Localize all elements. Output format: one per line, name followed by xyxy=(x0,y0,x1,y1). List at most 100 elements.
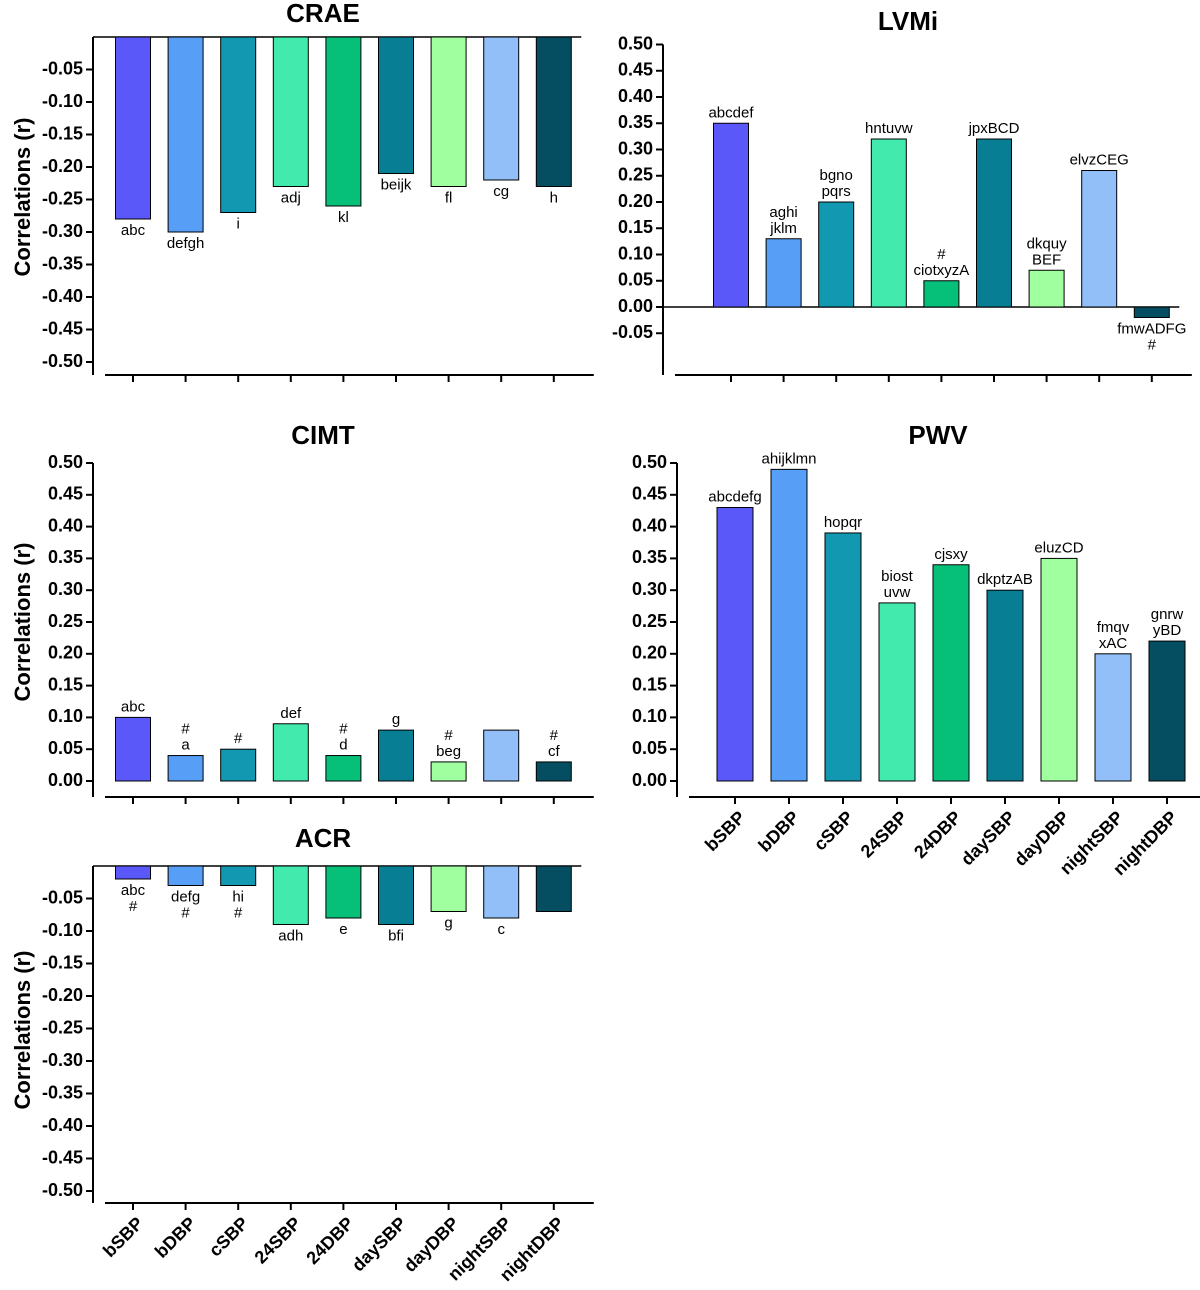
y-tick-label: -0.45 xyxy=(42,318,83,338)
y-tick-label: 0.05 xyxy=(48,738,83,758)
y-tick-label: 0.40 xyxy=(618,86,653,106)
bar-annotation: # xyxy=(234,730,243,747)
y-tick-label: 0.35 xyxy=(48,547,83,567)
bar-annotation: # xyxy=(181,721,190,738)
y-tick-label: 0.40 xyxy=(632,515,667,535)
y-tick-label: 0.35 xyxy=(632,547,667,567)
bar-24SBP xyxy=(870,138,907,308)
bar-annotation: dkptzAB xyxy=(977,571,1033,588)
category-label: bSBP xyxy=(99,1213,147,1261)
bar-annotation: xAC xyxy=(1099,635,1128,652)
bar-annotation: bgno xyxy=(820,167,853,184)
bar-dayDBP xyxy=(1040,557,1078,782)
bar-annotation: i xyxy=(237,216,240,233)
bar-annotation: # xyxy=(444,727,453,744)
bar-annotation: fl xyxy=(445,190,453,207)
bar-24DBP xyxy=(325,865,362,919)
bar-annotation: abcdefg xyxy=(708,489,761,506)
bar-annotation: defgh xyxy=(167,235,205,252)
bar-dayDBP xyxy=(430,761,467,782)
y-tick-label: -0.10 xyxy=(42,91,83,111)
bar-annotation: abc xyxy=(121,882,146,899)
y-tick-label: -0.10 xyxy=(42,920,83,940)
category-label: bDBP xyxy=(151,1213,200,1262)
y-tick-label: 0.25 xyxy=(618,165,653,185)
bar-annotation: abc xyxy=(121,222,146,239)
bar-annotation: uvw xyxy=(884,584,911,601)
bar-dayDBP xyxy=(430,36,467,187)
bar-bSBP xyxy=(115,36,151,220)
bar-24DBP xyxy=(923,280,960,308)
bar-nightDBP xyxy=(1148,640,1186,782)
bar-annotation: fmqv xyxy=(1097,619,1130,636)
bar-bDBP xyxy=(167,865,204,886)
y-tick-label: 0.15 xyxy=(48,674,83,694)
bar-bDBP xyxy=(167,36,204,233)
category-label: 24SBP xyxy=(857,807,911,861)
y-tick-label: 0.45 xyxy=(618,60,653,80)
y-tick-label: -0.50 xyxy=(42,351,83,371)
y-tick-label: -0.30 xyxy=(42,221,83,241)
y-tick-label: 0.50 xyxy=(632,452,667,472)
y-tick-label: 0.05 xyxy=(618,270,653,290)
bar-daySBP xyxy=(378,36,414,174)
bar-annotation: # xyxy=(339,721,348,738)
bar-annotation: def xyxy=(280,705,302,722)
bar-cSBP xyxy=(824,532,862,782)
y-axis-label: Correlations (r) xyxy=(10,543,35,702)
bar-annotation: # xyxy=(937,246,946,263)
y-tick-label: 0.30 xyxy=(632,579,667,599)
bar-annotation: ciotxyzA xyxy=(913,262,969,279)
y-tick-label: -0.15 xyxy=(42,123,83,143)
bar-24SBP xyxy=(272,865,309,925)
chart-title: ACR xyxy=(295,823,352,853)
bar-nightDBP xyxy=(535,36,572,187)
y-tick-label: -0.20 xyxy=(42,156,83,176)
bar-cSBP xyxy=(220,36,257,213)
bar-annotation: h xyxy=(550,190,558,207)
bar-nightSBP xyxy=(483,729,520,782)
y-tick-label: -0.35 xyxy=(42,253,83,273)
bar-annotation: hopqr xyxy=(824,514,862,531)
y-tick-label: 0.05 xyxy=(632,738,667,758)
category-label: daySBP xyxy=(348,1213,410,1275)
y-tick-label: -0.30 xyxy=(42,1050,83,1070)
bar-bSBP xyxy=(713,122,749,308)
bar-annotation: BEF xyxy=(1032,251,1061,268)
y-tick-label: 0.00 xyxy=(618,296,653,316)
y-tick-label: 0.40 xyxy=(48,515,83,535)
bar-annotation: cg xyxy=(493,183,509,200)
y-tick-label: 0.10 xyxy=(48,706,83,726)
bar-annotation: # xyxy=(129,898,138,915)
y-tick-label: 0.45 xyxy=(48,484,83,504)
y-tick-label: 0.20 xyxy=(618,191,653,211)
chart-title: CRAE xyxy=(286,0,360,28)
category-label: bSBP xyxy=(701,807,749,855)
y-axis-label: Correlations (r) xyxy=(10,118,35,277)
bar-annotation: yBD xyxy=(1153,622,1182,639)
bar-daySBP xyxy=(976,138,1012,308)
category-label: cSBP xyxy=(205,1213,252,1260)
bar-bSBP xyxy=(115,865,151,880)
bar-annotation: d xyxy=(339,737,347,754)
bar-dayDBP xyxy=(430,865,467,912)
category-label: 24SBP xyxy=(251,1213,305,1267)
y-tick-label: -0.25 xyxy=(42,188,83,208)
chart-panel-crae: CRAE Correlations (r) -0.50 -0.45 -0.40 -0.35… xyxy=(10,0,594,382)
bar-annotation: jklm xyxy=(769,220,797,237)
bar-annotation: g xyxy=(444,915,452,932)
bar-annotation: abcdef xyxy=(708,104,754,121)
bar-annotation: ahijklmn xyxy=(761,450,816,467)
y-tick-label: -0.20 xyxy=(42,985,83,1005)
bar-annotation: kl xyxy=(338,209,349,226)
y-tick-label: 0.45 xyxy=(632,484,667,504)
bar-annotation: g xyxy=(392,711,400,728)
bar-annotation: c xyxy=(497,921,505,938)
bar-annotation: biost xyxy=(881,568,914,585)
bar-annotation: hntuvw xyxy=(865,120,913,137)
y-tick-label: -0.40 xyxy=(42,1115,83,1135)
y-tick-label: 0.00 xyxy=(632,770,667,790)
bar-daySBP xyxy=(986,589,1024,782)
bar-24DBP xyxy=(325,755,362,782)
